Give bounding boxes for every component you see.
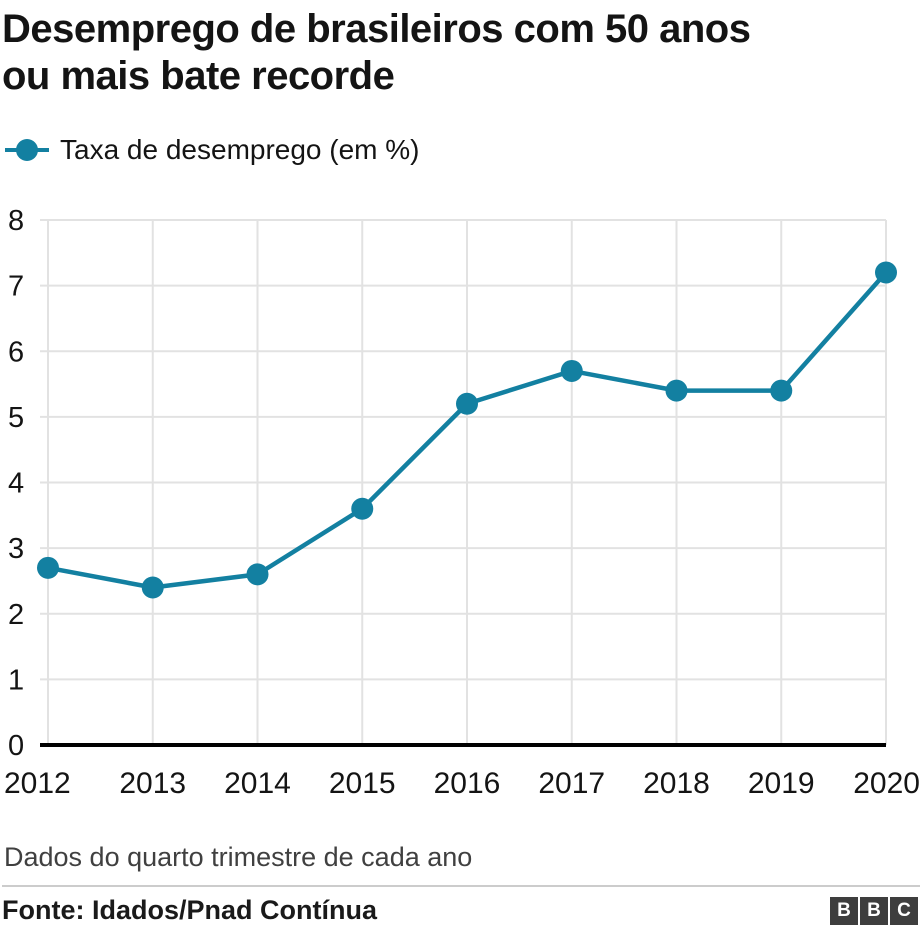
y-tick-label: 8: [8, 205, 24, 237]
x-tick-label: 2019: [748, 767, 815, 800]
x-tick-label: 2015: [329, 767, 396, 800]
x-tick-label: 2020: [853, 767, 920, 800]
y-tick-label: 6: [8, 337, 24, 369]
bbc-logo-block: B: [860, 896, 888, 925]
y-tick-label: 3: [8, 534, 24, 566]
y-tick-label: 5: [8, 402, 24, 434]
legend-label: Taxa de desemprego (em %): [60, 134, 420, 166]
footer-divider: [2, 885, 920, 888]
data-point: [770, 380, 793, 402]
legend: Taxa de desemprego (em %): [4, 134, 920, 166]
data-point: [351, 498, 374, 521]
y-tick-label: 2: [8, 599, 24, 631]
data-point: [665, 380, 688, 402]
data-point: [246, 563, 269, 586]
x-tick-label: 2012: [4, 767, 71, 800]
data-point: [37, 557, 59, 580]
x-tick-label: 2013: [119, 767, 186, 800]
y-tick-label: 7: [8, 271, 24, 303]
y-tick-label: 4: [8, 468, 24, 500]
page-title: Desemprego de brasileiros com 50 anos ou…: [2, 7, 751, 99]
line-chart: 0 1 2 3 4 5 6 7 8 2012 2013 2014 2015 2016 2017 2018 201…: [4, 205, 920, 800]
source-text: Fonte: Idados/Pnad Contínua: [2, 895, 377, 926]
bbc-logo-block: B: [830, 896, 858, 925]
y-tick-label: 0: [8, 730, 24, 762]
data-point: [456, 393, 478, 416]
x-tick-label: 2014: [224, 767, 291, 800]
x-tick-label: 2018: [643, 767, 710, 800]
y-tick-label: 1: [8, 665, 24, 697]
chart-footnote: Dados do quarto trimestre de cada ano: [4, 842, 473, 873]
x-tick-label: 2017: [538, 767, 605, 800]
chart-card: Desemprego de brasileiros com 50 anos ou…: [2, 7, 920, 926]
bbc-logo-block: C: [890, 896, 918, 925]
data-point: [875, 261, 897, 284]
x-tick-label: 2016: [434, 767, 501, 800]
data-point: [141, 576, 164, 599]
data-point: [560, 360, 583, 383]
legend-marker-icon: [5, 139, 49, 162]
